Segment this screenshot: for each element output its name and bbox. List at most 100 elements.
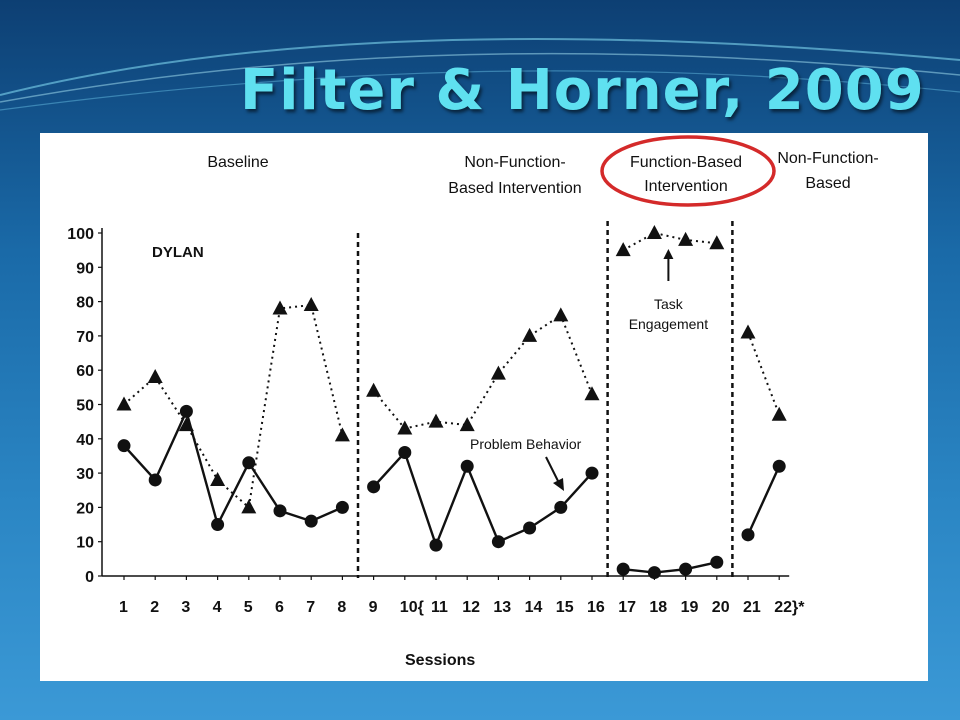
data-point-triangle	[553, 307, 569, 322]
y-tick-label: 10	[76, 535, 94, 552]
x-tick-label: 8	[337, 599, 346, 616]
data-point-triangle	[709, 235, 725, 250]
data-point-triangle	[771, 406, 787, 421]
data-point-circle	[273, 504, 287, 518]
x-tick-label: 5	[244, 599, 253, 616]
data-point-triangle	[116, 396, 132, 411]
x-tick-label: 12	[462, 599, 480, 616]
x-tick-label: 7	[306, 599, 315, 616]
x-tick-label: 16	[587, 599, 605, 616]
data-point-triangle	[366, 382, 382, 397]
x-tick-label: 18	[649, 599, 667, 616]
slide-title: Filter & Horner, 2009	[240, 58, 925, 123]
data-point-triangle	[428, 413, 444, 428]
phase-lines: Baseline Non-Function- Based Intervention F…	[207, 135, 879, 578]
annotation-arrowhead	[553, 478, 564, 491]
y-tick-label: 100	[67, 226, 94, 243]
data-point-circle	[117, 439, 131, 453]
data-point-triangle	[678, 231, 694, 246]
series-problem-behavior	[117, 404, 786, 580]
annotations: Task Engagement Problem Behavior	[470, 249, 708, 491]
x-tick-label: 19	[681, 599, 699, 616]
highlight-circle	[600, 135, 776, 207]
data-point-triangle	[272, 300, 288, 315]
y-tick-label: 90	[76, 260, 94, 277]
data-point-circle	[679, 562, 693, 576]
phase-label: Non-Function-	[464, 154, 565, 171]
data-point-triangle	[210, 471, 226, 486]
annotation-problem-behavior: Problem Behavior	[470, 436, 582, 452]
phase-label: Non-Function-	[777, 150, 878, 167]
x-tick-label: 11	[431, 599, 448, 616]
series-task-engagement	[116, 225, 787, 514]
x-tick-label: 15	[556, 599, 574, 616]
y-tick-label: 0	[85, 569, 94, 586]
y-tick-label: 20	[76, 500, 94, 517]
phase-label: Based Intervention	[448, 180, 581, 197]
x-tick-label: 13	[493, 599, 511, 616]
data-point-triangle	[522, 327, 538, 342]
series-line-segment	[746, 465, 781, 536]
data-point-triangle	[397, 420, 413, 435]
phase-label: Based	[805, 175, 850, 192]
x-tick-label: 17	[618, 599, 636, 616]
background-swoosh	[0, 37, 960, 111]
data-point-triangle	[490, 365, 506, 380]
x-tick-label: 14	[525, 599, 543, 616]
data-point-triangle	[303, 297, 319, 312]
data-point-triangle	[241, 499, 257, 514]
data-point-circle	[710, 555, 724, 569]
x-tick-label: 20	[712, 599, 730, 616]
y-tick-label: 60	[76, 363, 94, 380]
x-tick-label: 10{	[400, 599, 424, 616]
y-tick-label: 30	[76, 466, 94, 483]
data-point-circle	[148, 473, 162, 487]
data-point-circle	[647, 566, 661, 580]
data-point-triangle	[147, 369, 163, 384]
series-line-segment	[123, 407, 343, 528]
phase-label: Baseline	[207, 154, 268, 171]
x-tick-label: 1	[119, 599, 128, 616]
series	[116, 225, 787, 580]
data-point-circle	[211, 518, 225, 532]
annotation-task-engagement: Engagement	[629, 316, 709, 332]
series-line-segment	[622, 231, 717, 252]
series-line-segment	[372, 450, 593, 549]
data-point-circle	[585, 466, 599, 480]
participant-label: DYLAN	[152, 244, 204, 261]
y-tick-label: 80	[76, 295, 94, 312]
x-tick-label: 21	[743, 599, 761, 616]
y-tick-label: 50	[76, 398, 94, 415]
series-line-segment	[623, 561, 718, 574]
phase-label: Function-Based	[630, 154, 742, 171]
data-point-circle	[179, 404, 193, 418]
data-point-circle	[367, 480, 381, 494]
x-tick-label: 22}*	[774, 599, 805, 616]
data-point-triangle	[334, 427, 350, 442]
phase-label: Intervention	[644, 178, 728, 195]
x-tick-label: 3	[181, 599, 190, 616]
series-line-segment	[747, 332, 781, 416]
annotation-arrowhead	[663, 249, 674, 259]
chart-panel: 0 10 20 30 40 50 60 70 80 90 100 1 2 3 4 5 6 7 8 9 10{11 12 13…	[40, 133, 928, 681]
data-point-circle	[304, 514, 318, 528]
data-point-circle	[523, 521, 537, 535]
data-point-triangle	[584, 386, 600, 401]
data-point-circle	[554, 500, 568, 514]
annotation-arrow	[545, 456, 561, 486]
data-point-triangle	[740, 324, 756, 339]
series-line-segment	[372, 313, 593, 430]
x-tick-label: 6	[275, 599, 284, 616]
x-axis-title: Sessions	[405, 652, 475, 669]
y-tick-label: 70	[76, 329, 94, 346]
data-point-circle	[616, 562, 630, 576]
x-tick-label: 9	[369, 599, 378, 616]
data-point-circle	[491, 535, 505, 549]
annotation-task-engagement: Task	[654, 296, 684, 312]
x-tick-label: 2	[150, 599, 159, 616]
y-tick-label: 40	[76, 432, 94, 449]
x-tick-label: 4	[213, 599, 222, 616]
data-point-circle	[460, 459, 474, 473]
